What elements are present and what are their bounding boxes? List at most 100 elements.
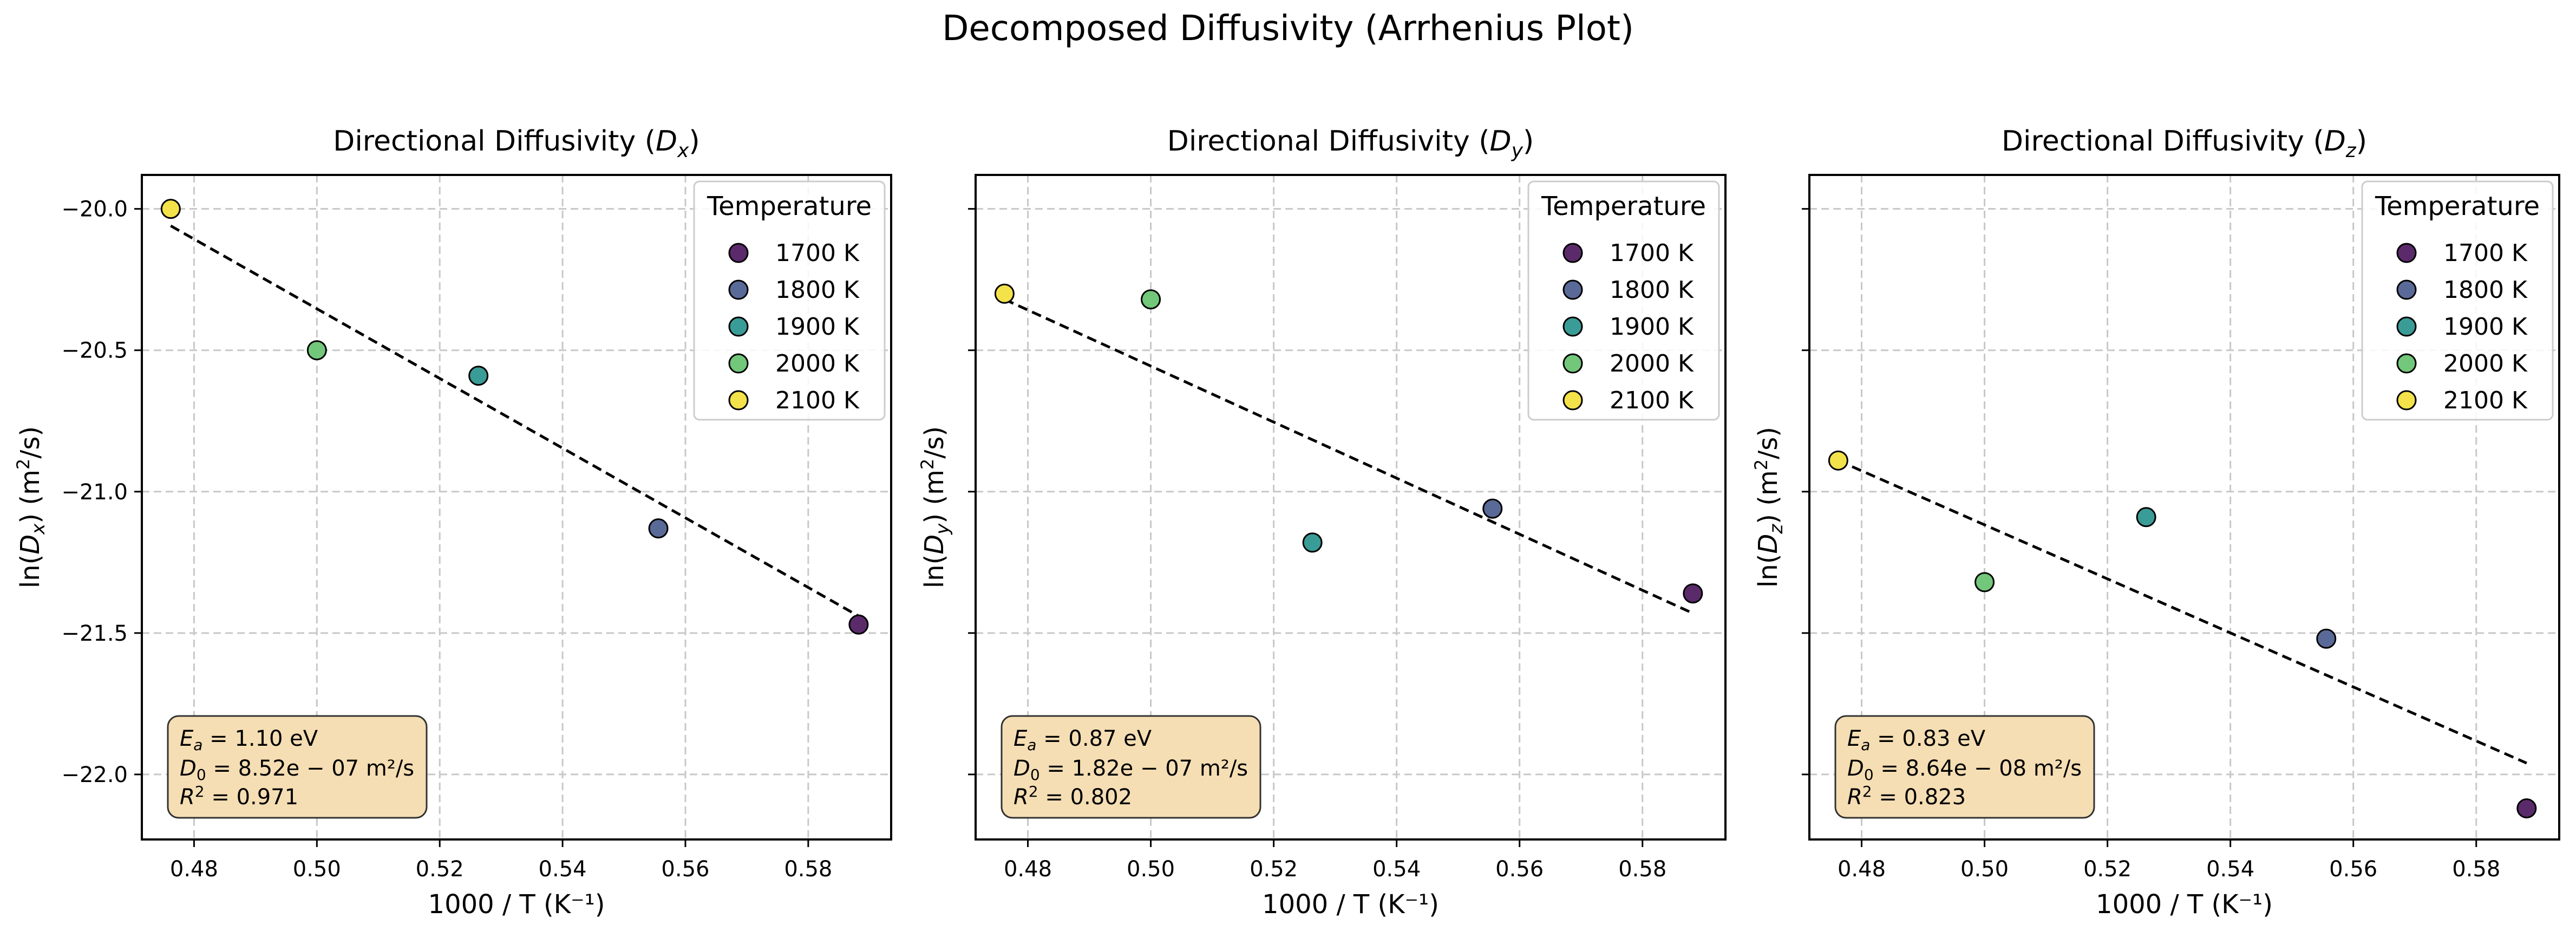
x-tick-label: 0.48 [170,857,218,882]
y-axis-label: ln(Dz) (m2/s) [1751,427,1787,588]
data-point-1700k [848,614,869,635]
x-tick-label: 0.58 [784,857,832,882]
legend-marker-2100k [728,390,749,411]
legend-marker-1900k [728,316,749,337]
legend-label: 2000 K [2443,350,2528,377]
x-tick-label: 0.58 [1618,857,1666,882]
fit-stats-background [1001,715,1261,819]
x-tick-label: 0.50 [1127,857,1175,882]
legend: Temperature 1700 K 1800 K 1900 K 2000 K 2100 … [2361,180,2554,421]
x-tick-label: 0.54 [539,857,587,882]
data-point-1800k [2316,628,2337,649]
fit-stats-background [1834,715,2095,819]
legend-marker-1800k [728,279,749,300]
data-point-1700k [1683,583,1703,604]
fit-line [1004,298,1694,615]
legend-marker-1700k [1562,243,1583,263]
legend-label: 1800 K [1610,276,1694,304]
r2-text: R2 = 0.823 [1847,783,1966,810]
legend: Temperature 1700 K 1800 K 1900 K 2000 K 2100 … [693,180,886,421]
chart-panel-x: 0.48 0.50 0.52 0.54 0.56 0.58 −20.0 −20.5 −21.0 −… [13,125,892,920]
ea-text: Ea = 0.83 eV [1847,726,1986,754]
legend-marker-2000k [1562,353,1583,374]
data-point-1800k [1482,498,1503,519]
chart-panel-z: 0.48 0.50 0.52 0.54 0.56 0.58 Directional Diff… [1751,125,2560,920]
legend-marker-2000k [728,353,749,374]
data-point-1900k [468,366,489,386]
data-point-2100k [1828,450,1848,471]
x-tick-label: 0.48 [1004,857,1052,882]
legend-label: 1800 K [775,276,860,304]
legend-label: 2100 K [2443,387,2528,414]
legend-label: 2000 K [1610,350,1694,377]
y-tick-label: −20.0 [61,197,128,222]
legend-label: 1700 K [1610,239,1694,267]
figure-suptitle: Decomposed Diffusivity (Arrhenius Plot) [942,9,1634,49]
legend-label: 1800 K [2443,276,2528,304]
legend-marker-1700k [2396,243,2417,263]
legend-title: Temperature [707,191,872,222]
data-point-2100k [994,283,1015,304]
legend-label: 1700 K [2443,239,2528,267]
panel-title: Directional Diffusivity (Dy) [1167,125,1534,162]
data-point-2000k [306,340,327,361]
d0-text: D0 = 8.64e − 08 m²/s [1847,756,2082,784]
x-axis-label: 1000 / T (K⁻¹) [2096,889,2273,920]
legend-label: 2100 K [1610,387,1694,414]
legend-marker-2100k [2396,390,2417,411]
panel-title: Directional Diffusivity (Dx) [333,125,699,162]
data-point-2000k [1975,572,1995,593]
x-axis-label: 1000 / T (K⁻¹) [428,889,605,920]
legend-marker-1800k [2396,279,2417,300]
x-tick-label: 0.48 [1838,857,1886,882]
ea-text: Ea = 1.10 eV [180,726,318,754]
ea-text: Ea = 0.87 eV [1014,726,1152,754]
data-point-1900k [2136,507,2156,528]
legend-label: 2100 K [775,387,860,414]
legend-label: 1700 K [775,239,860,267]
y-axis-label: ln(Dy) (m2/s) [917,426,953,588]
legend-marker-1900k [1562,316,1583,337]
x-axis-label: 1000 / T (K⁻¹) [1262,889,1439,920]
x-tick-label: 0.56 [1495,857,1544,882]
x-tick-label: 0.50 [1960,857,2009,882]
fit-line [170,224,860,617]
legend-marker-2000k [2396,353,2417,374]
legend-label: 1900 K [775,313,860,341]
d0-text: D0 = 1.82e − 07 m²/s [1014,756,1248,784]
legend-marker-1700k [728,243,749,263]
legend-title: Temperature [1541,191,1706,222]
data-point-2100k [160,199,181,219]
y-tick-label: −22.0 [61,763,128,787]
legend-label: 1900 K [2443,313,2528,341]
x-tick-label: 0.52 [2083,857,2132,882]
r2-text: R2 = 0.971 [180,783,298,810]
fit-line [1838,459,2527,765]
legend-marker-1800k [1562,279,1583,300]
axes-frame [1808,174,2560,841]
legend-marker-2100k [1562,390,1583,411]
data-point-1900k [1302,532,1323,553]
legend-marker-1900k [2396,316,2417,337]
x-tick-label: 0.52 [416,857,464,882]
data-point-1700k [2516,798,2537,819]
x-tick-label: 0.52 [1250,857,1298,882]
x-tick-label: 0.50 [293,857,341,882]
chart-panel-y: 0.48 0.50 0.52 0.54 0.56 0.58 Directional Diff… [917,125,1727,920]
d0-text: D0 = 8.52e − 07 m²/s [180,756,414,784]
data-point-1800k [648,518,669,539]
fit-stats-background [167,715,428,819]
axes-frame [141,174,892,841]
panel-title: Directional Diffusivity (Dz) [2002,125,2367,162]
x-tick-label: 0.54 [1372,857,1421,882]
y-tick-label: −20.5 [61,338,128,363]
legend-title: Temperature [2375,191,2540,222]
axes-frame [975,174,1727,841]
data-point-2000k [1141,289,1161,310]
x-tick-label: 0.58 [2452,857,2500,882]
x-tick-label: 0.56 [661,857,709,882]
y-tick-label: −21.5 [61,621,128,646]
